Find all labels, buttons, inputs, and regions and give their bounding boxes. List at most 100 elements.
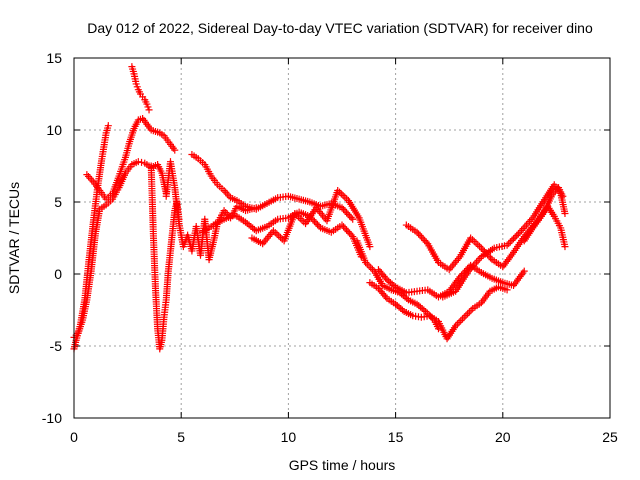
data-point-fill [479, 289, 493, 305]
x-tick-label: 20 [495, 429, 511, 445]
data-point-fill [90, 186, 101, 224]
series-track-11 [366, 279, 511, 343]
data-point [452, 322, 460, 330]
data-point-fill [143, 161, 153, 170]
plot-frame [73, 57, 611, 419]
data-point-fill [250, 235, 265, 247]
data-point-fill [412, 312, 422, 321]
series-track-3 [83, 114, 179, 203]
data-point-fill [518, 216, 535, 234]
data-point-fill [415, 302, 428, 314]
data-point-fill [437, 260, 451, 272]
x-tick-label: 10 [281, 429, 297, 445]
data-point [171, 146, 179, 154]
series-track-15 [520, 202, 569, 251]
series-track-8 [199, 208, 365, 261]
data-point-fill [149, 232, 159, 290]
data-point-fill [144, 122, 154, 132]
data-point-fill [447, 255, 462, 272]
data-point-fill [222, 208, 233, 220]
data-point-fill [415, 230, 430, 246]
x-tick-label: 25 [602, 429, 618, 445]
data-point-fill [152, 287, 161, 330]
series-track-12 [374, 261, 528, 301]
data-point-fill [398, 290, 411, 302]
y-tick-label: 0 [54, 266, 62, 282]
data-point-fill [505, 230, 522, 248]
data-point-fill [319, 225, 333, 235]
data-point-fill [394, 284, 408, 296]
data-point [561, 243, 569, 251]
data-point-fill [416, 286, 429, 295]
data-point-fill [441, 288, 457, 300]
data-point-fill [404, 222, 419, 235]
y-tick-label: 15 [46, 50, 62, 66]
data-point-fill [354, 239, 369, 264]
data-point-fill [425, 242, 441, 264]
data-marks [70, 63, 569, 353]
data-point-fill [324, 189, 341, 223]
data-point-fill [488, 284, 500, 294]
data-point-fill [371, 269, 386, 287]
x-tick-label: 0 [70, 429, 78, 445]
data-point-fill [126, 127, 137, 143]
chart-title: Day 012 of 2022, Sidereal Day-to-day VTE… [87, 20, 593, 36]
y-tick-label: 10 [46, 122, 62, 138]
data-point-fill [428, 313, 440, 324]
data-point-fill [104, 197, 114, 207]
series-track-7 [188, 150, 357, 223]
x-tick-labels: 0 5 10 15 20 25 [70, 429, 618, 445]
data-point-fill [130, 159, 140, 168]
data-point-fill [480, 270, 494, 281]
data-point-fill [447, 275, 463, 293]
data-point [104, 122, 112, 130]
data-point-fill [147, 164, 157, 235]
data-point-fill [453, 269, 471, 293]
data-point-fill [131, 72, 140, 85]
data-point-fill [156, 338, 165, 351]
data-point-fill [550, 185, 561, 197]
data-point-fill [75, 318, 86, 335]
data-point [477, 244, 485, 252]
data-point-fill [235, 203, 247, 214]
series-track-4 [128, 63, 153, 114]
data-point-fill [98, 131, 110, 160]
data-point [520, 267, 528, 275]
data-point-fill [116, 171, 129, 190]
data-point [145, 106, 153, 114]
data-point-fill [171, 200, 180, 212]
data-point [413, 228, 421, 236]
data-point-fill [116, 156, 129, 178]
y-tick-label: -10 [42, 410, 62, 426]
data-point-fill [87, 232, 99, 273]
data-point-fill [471, 300, 483, 311]
data-point-fill [83, 269, 95, 302]
data-point-fill [453, 315, 466, 328]
data-point-fill [389, 287, 402, 296]
data-point-fill [202, 163, 214, 178]
data-point [349, 215, 357, 223]
data-point-fill [444, 324, 458, 341]
data-point-fill [405, 288, 418, 296]
data-point-fill [466, 255, 484, 273]
data-point-fill [103, 124, 112, 134]
data-point-fill [129, 65, 137, 75]
data-point-fill [235, 198, 247, 209]
data-point-fill [335, 188, 351, 203]
data-point-fill [530, 214, 544, 230]
data-point-fill [201, 222, 215, 235]
data-point [561, 210, 569, 218]
data-point-fill [462, 306, 475, 319]
data-point-fill [381, 283, 393, 293]
data-point-fill [479, 245, 496, 259]
x-tick-label: 5 [177, 429, 185, 445]
data-point-fill [155, 163, 165, 175]
data-point-fill [468, 236, 484, 250]
data-point-fill [212, 216, 226, 228]
data-point-fill [167, 160, 178, 189]
data-point-fill [340, 205, 355, 222]
grid-lines [74, 58, 610, 418]
data-point-fill [162, 134, 173, 146]
